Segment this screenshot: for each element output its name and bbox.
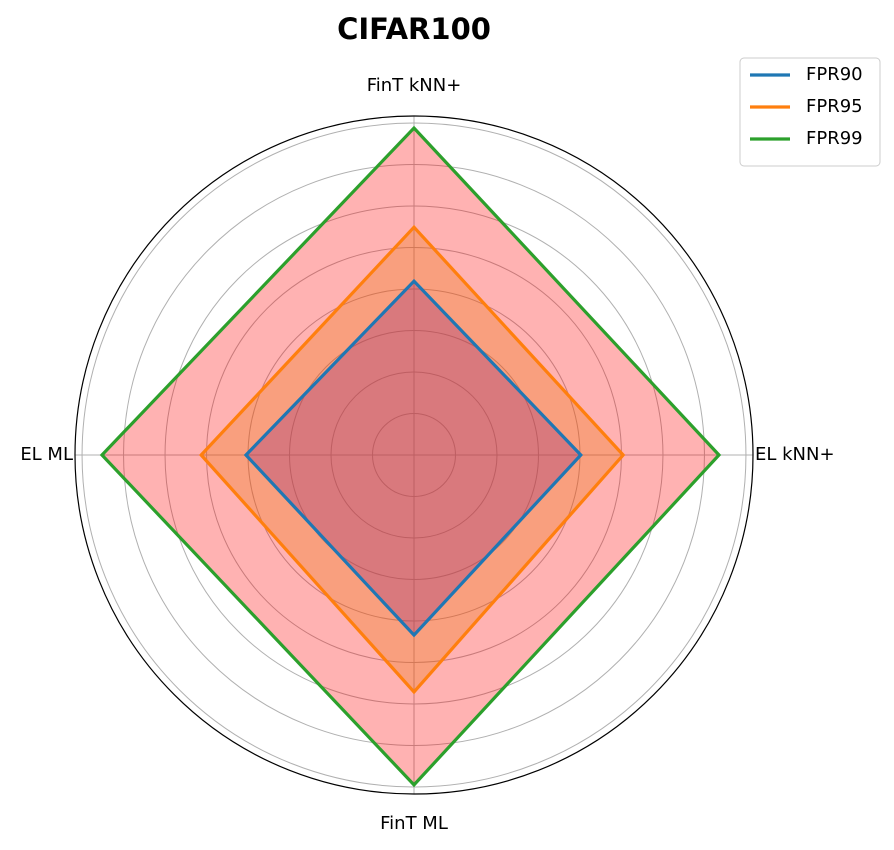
outer-frame <box>74 115 754 795</box>
series-line <box>99 125 722 788</box>
category-label: EL kNN+ <box>755 444 835 465</box>
legend-label: FPR99 <box>806 128 863 149</box>
series-line <box>198 224 626 695</box>
category-label: FinT ML <box>380 813 448 834</box>
series-line <box>243 278 584 638</box>
category-label: FinT kNN+ <box>367 75 462 96</box>
chart-title: CIFAR100 <box>337 12 491 46</box>
category-label: EL ML <box>20 444 73 465</box>
legend-label: FPR95 <box>806 96 863 117</box>
legend-label: FPR90 <box>806 64 863 85</box>
